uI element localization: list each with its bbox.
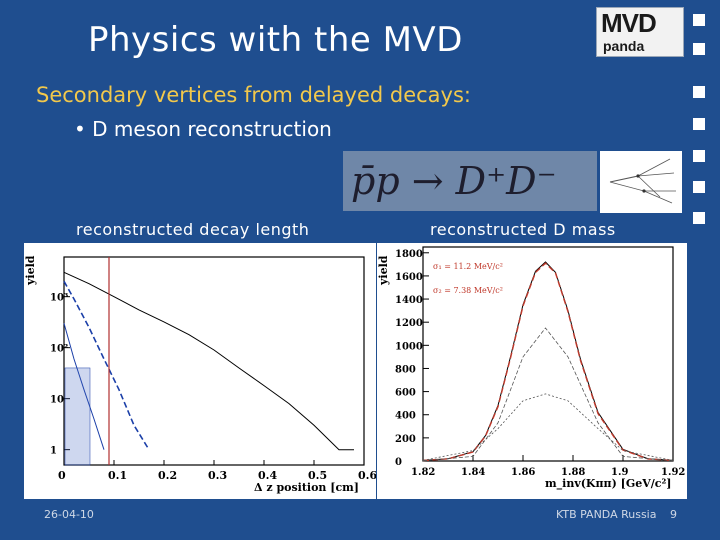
x-tick-label: 1.84 bbox=[461, 467, 485, 478]
x-tick-label: 0.5 bbox=[308, 469, 327, 482]
y-tick-label: 1 bbox=[50, 446, 57, 457]
footer-page: 9 bbox=[670, 508, 677, 521]
subtitle: Secondary vertices from delayed decays: bbox=[36, 83, 471, 107]
left-ylabel: yield bbox=[24, 255, 37, 286]
series-line-0 bbox=[422, 261, 674, 461]
d-mass-plot: yield m_inv(Kππ) [GeV/c²] σ₁ = 11.2 MeV/… bbox=[377, 243, 687, 499]
y-tick-label: 1200 bbox=[395, 318, 423, 329]
decor-square bbox=[693, 212, 705, 224]
series-line-1 bbox=[63, 280, 150, 451]
mvd-panda-logo: MVD panda bbox=[596, 7, 684, 57]
y-tick-label: 1600 bbox=[395, 272, 423, 283]
y-tick-label: 1000 bbox=[395, 341, 423, 352]
series-line-3 bbox=[422, 327, 674, 462]
right-xlabel: m_inv(Kππ) [GeV/c²] bbox=[545, 477, 671, 491]
x-tick-label: 0.2 bbox=[158, 469, 177, 482]
decor-square bbox=[693, 150, 705, 162]
left-plot-label: reconstructed decay length bbox=[76, 220, 310, 239]
sigma1-annotation: σ₁ = 11.2 MeV/c² bbox=[433, 262, 503, 271]
x-tick-label: 0.4 bbox=[258, 469, 277, 482]
y-tick-label: 600 bbox=[395, 388, 416, 399]
right-plot-label: reconstructed D mass bbox=[430, 220, 616, 239]
hatched-region bbox=[64, 367, 91, 466]
x-tick-label: 1.9 bbox=[611, 467, 628, 478]
series-line-0 bbox=[63, 271, 354, 451]
x-tick-label: 0.1 bbox=[108, 469, 127, 482]
y-tick-label: 0 bbox=[395, 457, 402, 468]
decor-square bbox=[693, 181, 705, 193]
decay-length-plot: yield Δ z position [cm] 0 0.1 0.2 0.3 0.4 0.5… bbox=[24, 243, 377, 499]
decor-square bbox=[693, 14, 705, 26]
y-tick-label: 10² bbox=[50, 344, 68, 355]
series-line-2 bbox=[63, 323, 105, 450]
x-tick-label: 1.92 bbox=[661, 467, 685, 478]
left-xlabel: Δ z position [cm] bbox=[254, 481, 359, 494]
y-tick-label: 10³ bbox=[50, 293, 68, 304]
right-plot-frame bbox=[422, 246, 674, 462]
decor-square bbox=[693, 86, 705, 98]
sigma2-annotation: σ₂ = 7.38 MeV/c² bbox=[433, 286, 503, 295]
y-tick-label: 200 bbox=[395, 434, 416, 445]
logo-mvd-text: MVD bbox=[601, 8, 657, 38]
bullet-item: • D meson reconstruction bbox=[74, 117, 332, 141]
footer-org: KTB PANDA Russia bbox=[556, 508, 657, 521]
y-tick-label: 10 bbox=[50, 395, 64, 406]
right-ylabel: yield bbox=[377, 255, 390, 286]
x-tick-label: 0 bbox=[58, 469, 66, 482]
series-line-2 bbox=[422, 393, 674, 461]
decor-square bbox=[693, 118, 705, 130]
slide-title: Physics with the MVD bbox=[88, 20, 463, 60]
y-tick-label: 1800 bbox=[395, 249, 423, 260]
formula-text: p̄p → D⁺D⁻ bbox=[351, 159, 557, 203]
x-tick-label: 1.86 bbox=[511, 467, 535, 478]
x-tick-label: 1.82 bbox=[411, 467, 435, 478]
x-tick-label: 0.6 bbox=[358, 469, 376, 482]
footer-date: 26-04-10 bbox=[44, 508, 94, 521]
x-tick-label: 0.3 bbox=[208, 469, 227, 482]
x-tick-label: 1.88 bbox=[561, 467, 585, 478]
decay-topology-diagram bbox=[600, 151, 682, 213]
reaction-formula: p̄p → D⁺D⁻ bbox=[343, 151, 597, 211]
y-tick-label: 800 bbox=[395, 364, 416, 375]
y-tick-label: 1400 bbox=[395, 295, 423, 306]
y-tick-label: 400 bbox=[395, 411, 416, 422]
decor-square bbox=[693, 43, 705, 55]
logo-panda-text: panda bbox=[603, 38, 645, 54]
